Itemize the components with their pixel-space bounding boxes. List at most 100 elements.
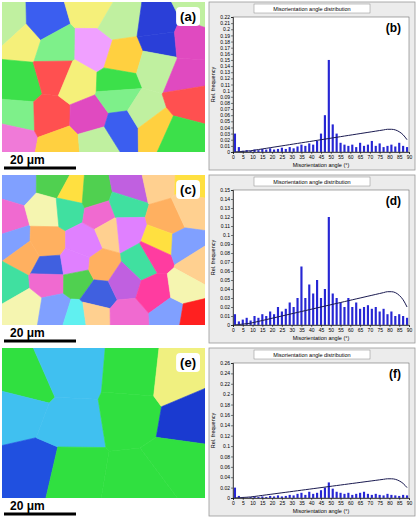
- x-tick: 45: [319, 152, 325, 160]
- plot-marks: [234, 479, 408, 498]
- bar: [367, 305, 369, 325]
- x-tick: 25: [280, 325, 286, 333]
- bar: [386, 494, 388, 498]
- grain: [33, 348, 105, 399]
- y-tick-label: 0.05: [220, 118, 230, 124]
- x-tick: 90: [407, 152, 413, 160]
- bar: [328, 217, 330, 325]
- y-tick-mark: [231, 394, 233, 395]
- y-tick: 0.05: [220, 277, 233, 283]
- y-axis-title: Rel. frequency: [210, 240, 216, 276]
- panel-label: (f): [389, 367, 401, 381]
- grain: [157, 116, 205, 152]
- x-tick-label: 30: [289, 154, 295, 160]
- x-tick-label: 55: [338, 327, 344, 333]
- y-tick-label: 0.1: [223, 232, 230, 238]
- panel-label: (d): [386, 194, 401, 208]
- bar: [359, 493, 361, 498]
- bar: [308, 492, 310, 498]
- y-tick: 0.04: [220, 125, 233, 131]
- x-tick: 65: [358, 325, 364, 333]
- chart-title: Misorientation angle distribution: [273, 352, 350, 358]
- title-box: [254, 4, 370, 13]
- y-tick: 0.14: [220, 196, 233, 202]
- bar: [367, 145, 369, 152]
- y-tick-mark: [231, 415, 233, 416]
- x-tick-label: 90: [407, 327, 413, 333]
- x-tick: 35: [299, 498, 305, 506]
- plot-background: [233, 190, 409, 325]
- x-tick: 70: [368, 325, 374, 333]
- y-tick: 0.12: [220, 433, 233, 439]
- x-tick: 75: [377, 325, 383, 333]
- bar: [316, 280, 318, 325]
- y-tick: 0.19: [220, 33, 233, 39]
- x-tick: 50: [328, 325, 334, 333]
- bar: [277, 495, 279, 498]
- y-axis-line: [231, 191, 234, 326]
- x-tick-label: 20: [270, 327, 276, 333]
- x-tick-label: 35: [299, 500, 305, 506]
- x-tick: 40: [309, 498, 315, 506]
- x-tick-label: 30: [289, 327, 295, 333]
- bar: [383, 147, 385, 152]
- y-tick-label: 0.06: [220, 268, 230, 274]
- grain: [2, 124, 38, 152]
- x-tick: 70: [368, 152, 374, 160]
- x-tick-label: 35: [299, 327, 305, 333]
- y-tick-label: 0.18: [220, 402, 230, 408]
- scale-bar-label: 20 μm: [10, 326, 45, 340]
- x-tick-label: 90: [407, 500, 413, 506]
- scale-bar-label: 20 μm: [10, 153, 45, 167]
- y-tick-label: 0.15: [220, 57, 230, 63]
- y-tick-mark: [231, 78, 233, 79]
- x-tick: 65: [358, 152, 364, 160]
- x-axis-title: Misorientation angle (°): [293, 335, 350, 341]
- bar: [308, 285, 310, 326]
- x-tick: 30: [289, 152, 295, 160]
- y-tick: 0: [227, 322, 233, 328]
- x-tick: 80: [387, 152, 393, 160]
- y-tick-mark: [231, 316, 233, 317]
- bar: [261, 314, 263, 325]
- bar: [351, 145, 353, 152]
- y-tick-mark: [231, 60, 233, 61]
- y-tick: 0.13: [220, 205, 233, 211]
- bar: [293, 148, 295, 152]
- y-tick: 0.04: [220, 474, 233, 480]
- x-tick: 30: [289, 498, 295, 506]
- x-tick: 20: [270, 152, 276, 160]
- y-tick: 0.11: [221, 82, 233, 88]
- x-tick: 25: [280, 498, 286, 506]
- bar: [296, 298, 298, 325]
- label-box: [176, 180, 200, 199]
- y-tick: 0.2: [223, 26, 233, 32]
- grain: [175, 175, 205, 198]
- y-axis-title: Rel. frequency: [210, 67, 216, 103]
- y-tick: 0.1: [223, 232, 233, 238]
- grain: [140, 241, 175, 273]
- x-tick: 75: [377, 498, 383, 506]
- panel-frame: [209, 348, 415, 516]
- y-tick: 0.11: [221, 223, 233, 229]
- y-tick-mark: [231, 467, 233, 468]
- y-tick-label: 0.03: [220, 131, 230, 137]
- y-tick-mark: [231, 226, 233, 227]
- panel-label: (e): [180, 355, 196, 370]
- y-tick-label: 0.03: [220, 295, 230, 301]
- bar: [363, 307, 365, 325]
- bar: [375, 307, 377, 325]
- bar: [312, 145, 314, 152]
- y-tick-mark: [231, 384, 233, 385]
- y-tick: 0.16: [220, 51, 233, 57]
- bar: [371, 495, 373, 498]
- y-tick-label: 0.04: [220, 474, 230, 480]
- y-tick-label: 0: [227, 495, 230, 501]
- panel-frame: [209, 175, 415, 343]
- x-tick-label: 60: [348, 327, 354, 333]
- x-axis: 051015202530354045505560657075808590: [232, 325, 412, 333]
- y-tick-label: 0.12: [220, 433, 230, 439]
- y-tick-label: 0.07: [220, 106, 230, 112]
- bar: [269, 148, 271, 152]
- bar: [285, 496, 287, 498]
